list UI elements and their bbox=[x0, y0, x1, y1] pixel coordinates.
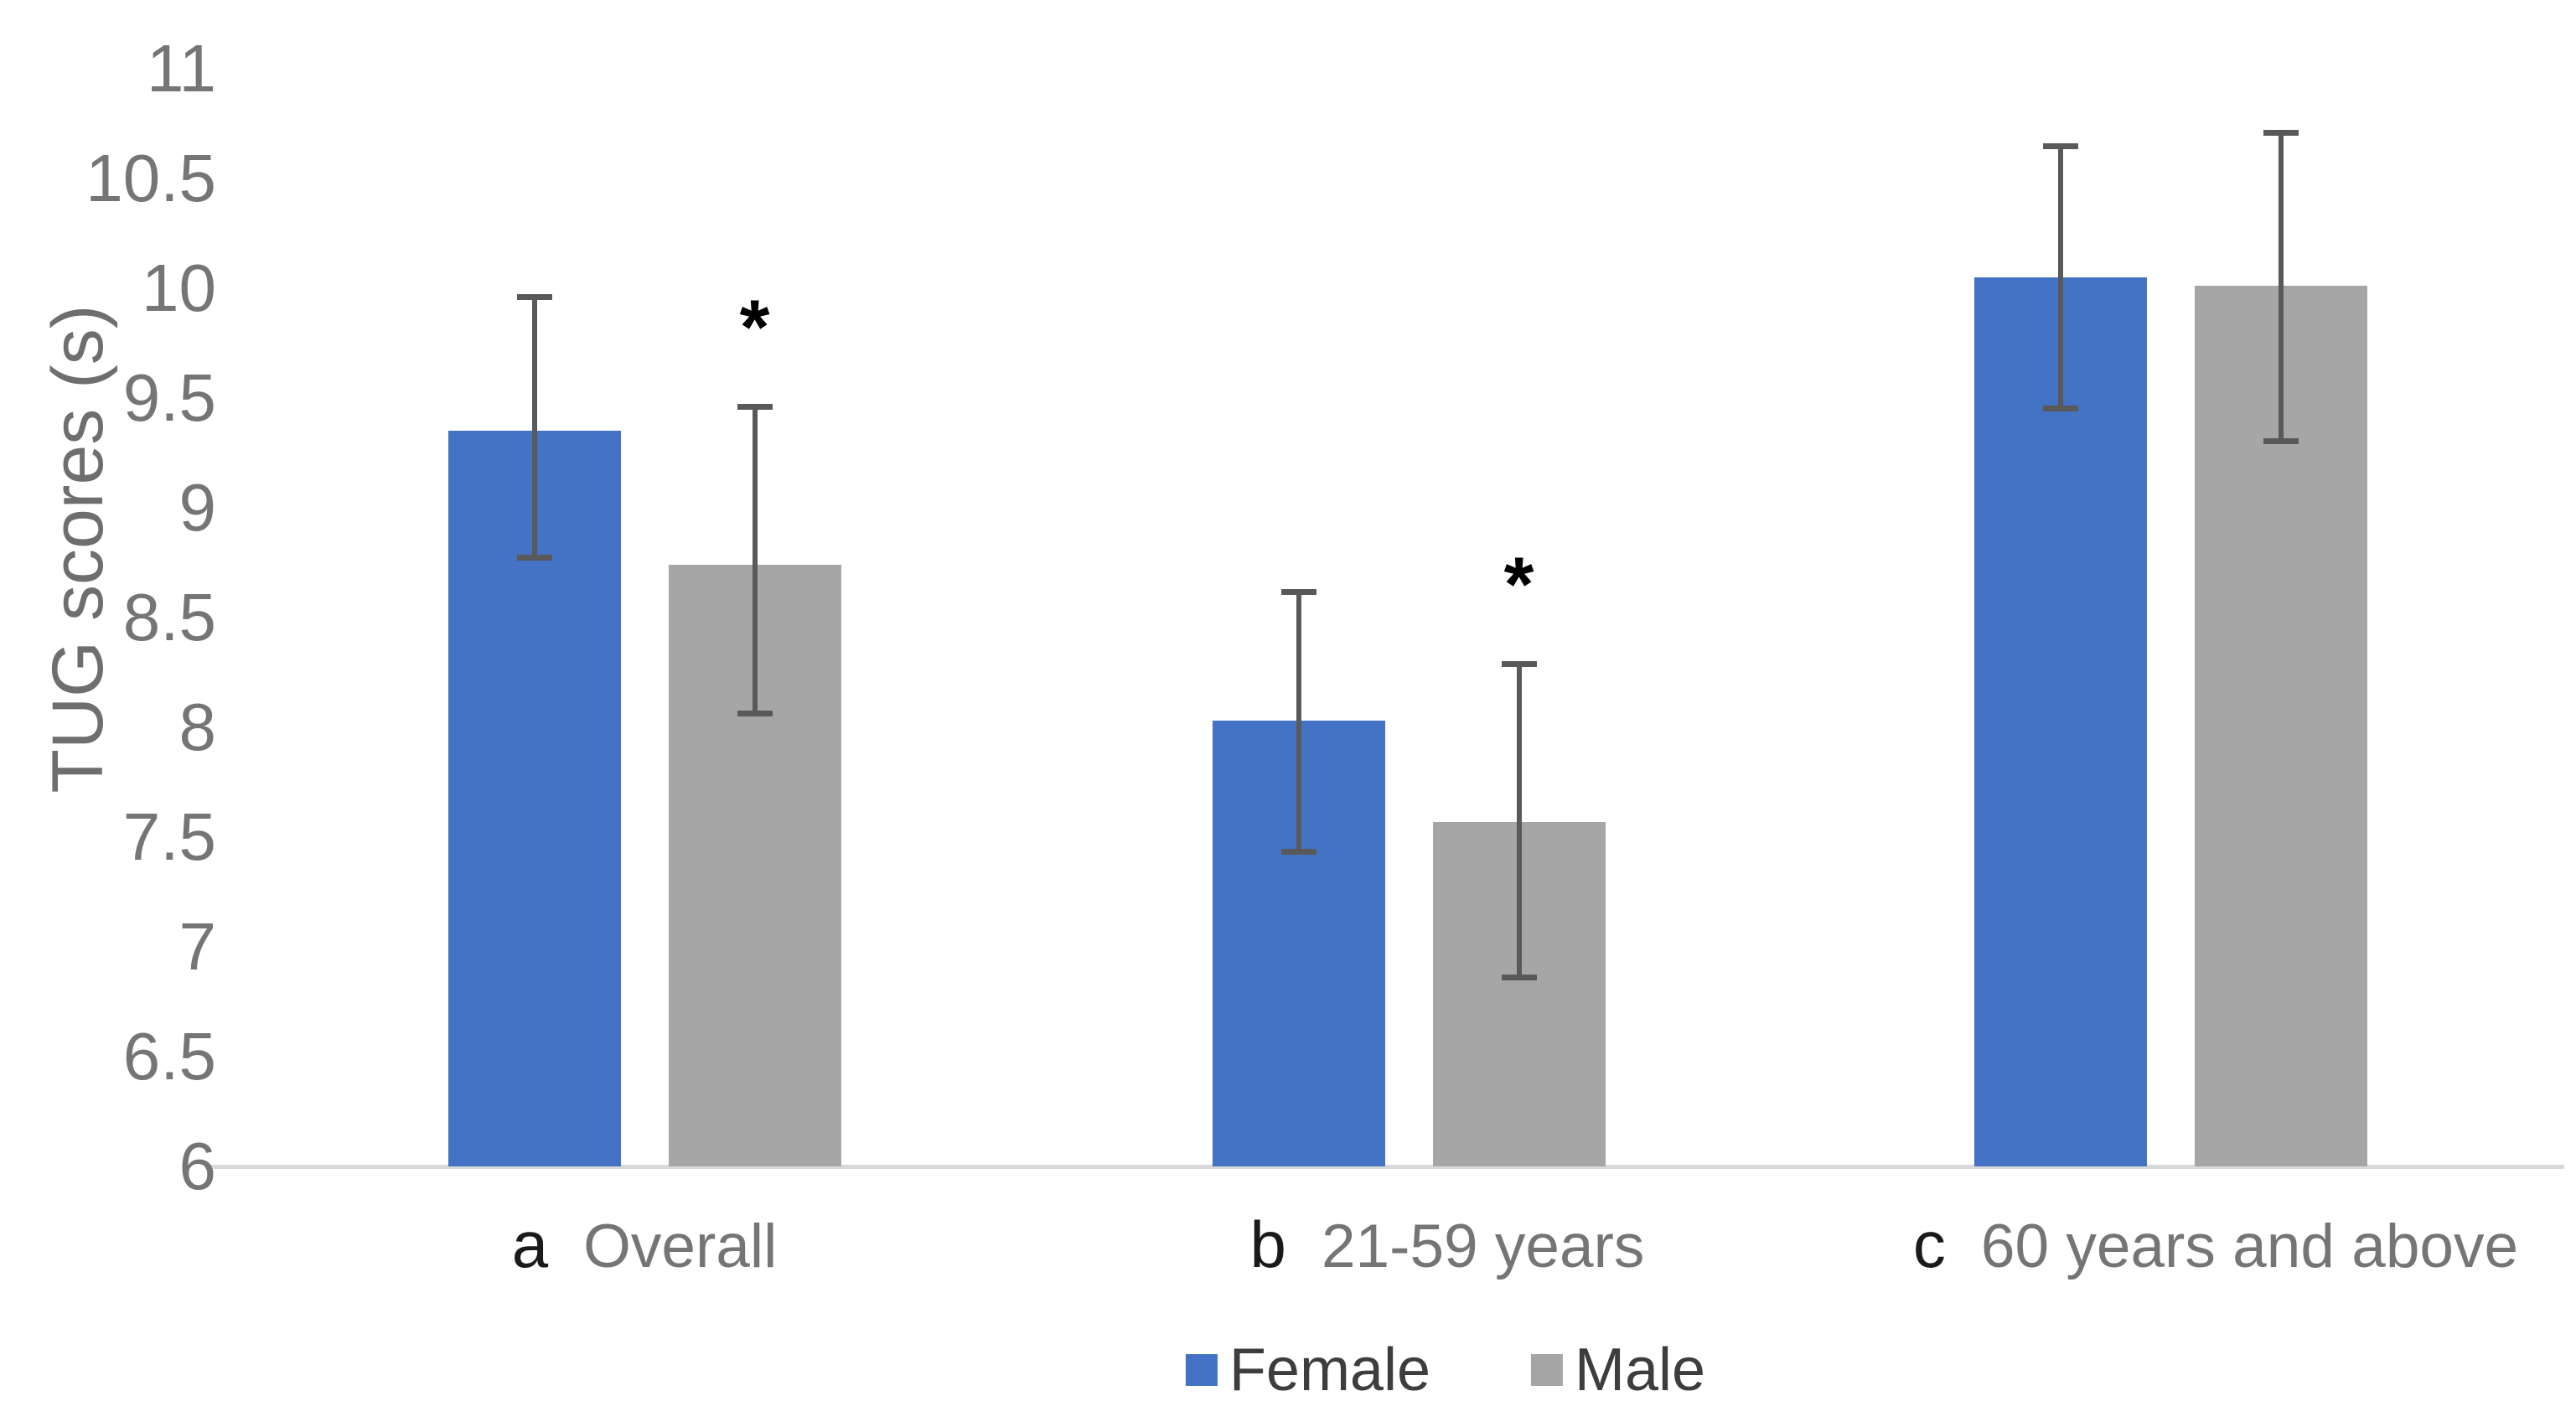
bar-female-2 bbox=[1973, 277, 2147, 1166]
legend-swatch-female bbox=[1185, 1354, 1218, 1386]
error-bar-line-female-2 bbox=[2057, 145, 2063, 410]
category-label-group-2: c 60 years and above bbox=[1830, 1207, 2576, 1283]
significance-asterisk-male-1: * bbox=[1503, 542, 1534, 628]
legend-swatch-male bbox=[1531, 1354, 1564, 1386]
error-bar-cap-top-female-0 bbox=[516, 294, 552, 301]
error-bar-cap-bottom-female-2 bbox=[2042, 406, 2078, 412]
error-bar-cap-bottom-male-2 bbox=[2263, 438, 2299, 445]
error-bar-cap-top-female-2 bbox=[2042, 142, 2078, 149]
error-bar-cap-top-male-2 bbox=[2263, 129, 2299, 136]
category-label: 21-59 years bbox=[1321, 1213, 1645, 1280]
legend-label-female: Female bbox=[1229, 1337, 1431, 1404]
y-tick-label: 10.5 bbox=[85, 141, 216, 215]
legend-label-male: Male bbox=[1575, 1337, 1706, 1404]
category-label: 60 years and above bbox=[1980, 1213, 2519, 1280]
error-bar-cap-top-female-1 bbox=[1280, 588, 1316, 595]
error-bar-cap-bottom-female-0 bbox=[516, 555, 552, 561]
error-bar-line-female-0 bbox=[531, 297, 537, 559]
error-bar-line-male-1 bbox=[1516, 664, 1522, 978]
y-tick-label: 10 bbox=[142, 251, 216, 325]
legend-item-male: Male bbox=[1531, 1336, 1705, 1404]
category-label-group-0: a Overall bbox=[259, 1207, 1030, 1283]
y-tick-label: 8.5 bbox=[122, 580, 216, 654]
y-tick-label: 9 bbox=[178, 470, 217, 545]
panel-letter-a: a bbox=[511, 1207, 549, 1281]
y-tick-label: 6 bbox=[178, 1129, 217, 1203]
x-axis-line bbox=[205, 1165, 2564, 1169]
error-bar-cap-top-male-1 bbox=[1501, 661, 1537, 668]
error-bar-cap-bottom-female-1 bbox=[1280, 849, 1316, 856]
error-bar-line-male-0 bbox=[752, 406, 758, 715]
significance-asterisk-male-0: * bbox=[739, 285, 770, 371]
error-bar-line-male-2 bbox=[2278, 132, 2284, 442]
legend-item-female: Female bbox=[1185, 1336, 1431, 1404]
error-bar-cap-bottom-male-1 bbox=[1501, 974, 1537, 980]
y-tick-label: 6.5 bbox=[122, 1019, 216, 1094]
error-bar-cap-bottom-male-0 bbox=[737, 711, 773, 717]
legend: Female Male bbox=[1185, 1336, 1705, 1404]
category-label: Overall bbox=[583, 1213, 778, 1280]
y-tick-label: 8 bbox=[178, 690, 217, 764]
panel-letter-c: c bbox=[1912, 1207, 1946, 1281]
y-tick-label: 9.5 bbox=[122, 360, 216, 435]
panel-letter-b: b bbox=[1249, 1207, 1286, 1281]
category-label-group-1: b 21-59 years bbox=[1062, 1207, 1833, 1283]
error-bar-line-female-1 bbox=[1296, 591, 1301, 853]
y-tick-label: 7 bbox=[178, 909, 217, 984]
error-bar-cap-top-male-0 bbox=[737, 404, 773, 411]
y-tick-label: 11 bbox=[146, 31, 216, 106]
y-tick-label: 7.5 bbox=[122, 799, 216, 874]
